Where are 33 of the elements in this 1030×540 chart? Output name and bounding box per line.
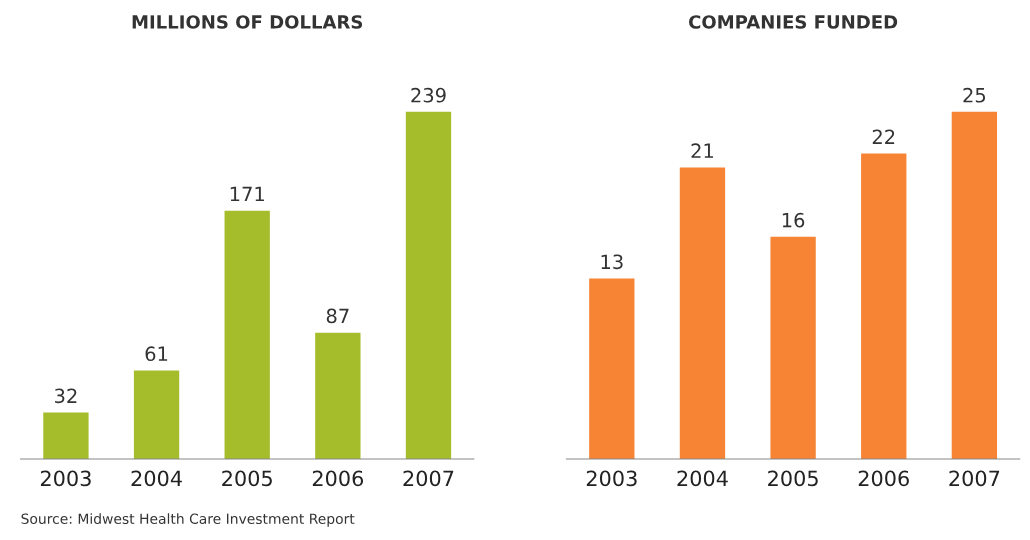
x-tick-label: 2007: [403, 470, 454, 487]
data-label: 21: [691, 143, 714, 158]
bar: [589, 278, 635, 459]
x-tick-label: 2005: [768, 470, 818, 487]
bar: [405, 111, 452, 459]
x-tick-label: 2005: [222, 470, 272, 487]
bar: [133, 370, 180, 459]
x-tick-label: 2006: [312, 470, 364, 487]
source-note: Source: Midwest Health Care Investment Report: [21, 513, 355, 527]
bar: [770, 236, 816, 459]
data-label: 61: [145, 346, 168, 362]
bar: [43, 412, 89, 459]
data-label: 22: [872, 129, 895, 144]
bar: [951, 111, 998, 459]
data-label: 16: [782, 212, 805, 228]
x-tick-label: 2004: [677, 470, 728, 487]
x-tick-label: 2003: [40, 470, 91, 487]
x-tick-label: 2006: [858, 470, 909, 487]
bar: [224, 210, 270, 459]
data-label: 13: [601, 254, 623, 270]
x-tick-label: 2003: [586, 470, 637, 487]
chart-title: COMPANIES FUNDED: [689, 15, 898, 29]
chart-title: MILLIONS OF DOLLARS: [132, 15, 363, 29]
data-label: 171: [230, 186, 264, 202]
bar: [679, 167, 726, 459]
bar: [315, 332, 361, 459]
data-label: 87: [326, 308, 349, 324]
data-label: 32: [55, 388, 77, 404]
data-label: 239: [411, 87, 446, 103]
data-label: 25: [963, 87, 986, 103]
bar: [861, 153, 907, 459]
x-tick-label: 2007: [949, 470, 1000, 487]
x-tick-label: 2004: [131, 470, 182, 487]
